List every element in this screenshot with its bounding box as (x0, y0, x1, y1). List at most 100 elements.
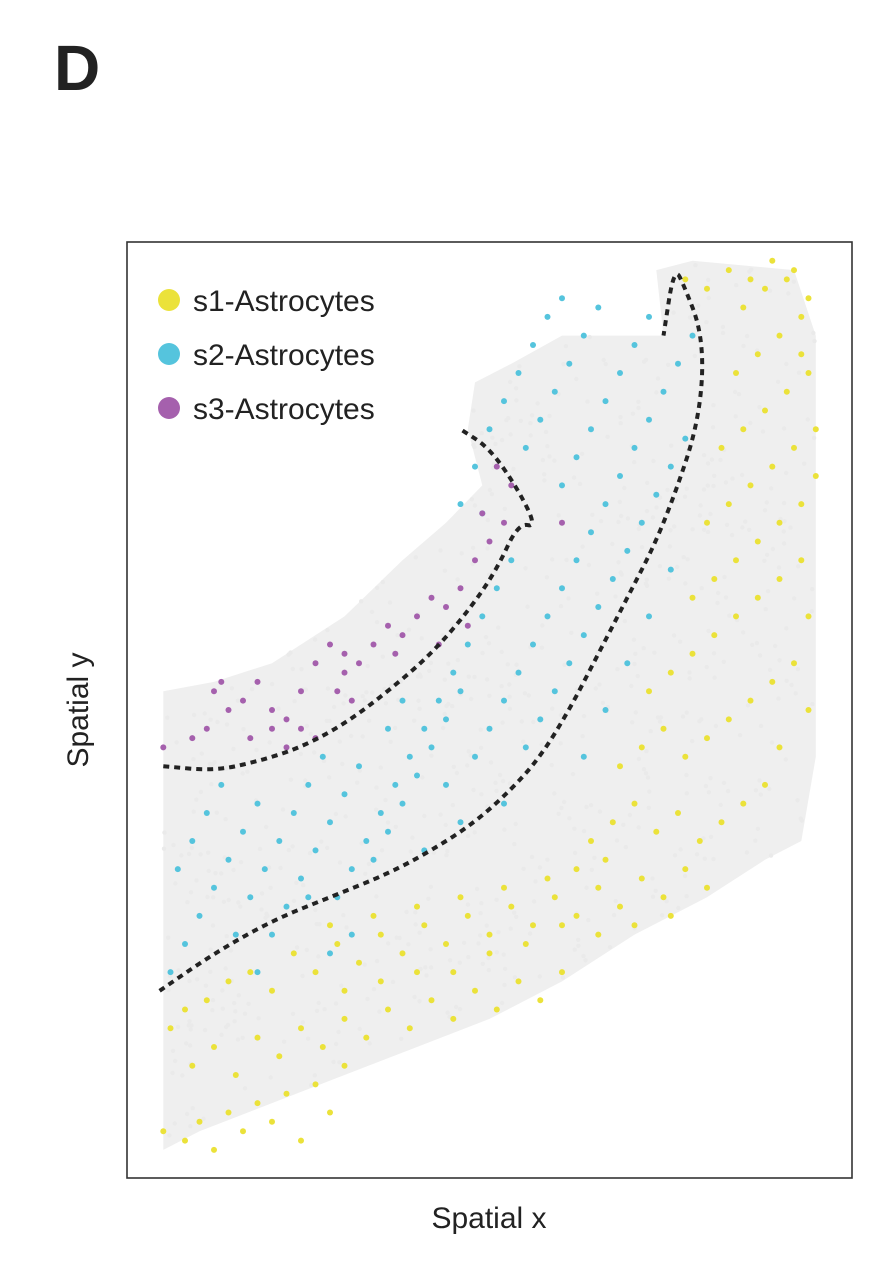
point-s2-astrocytes (443, 716, 449, 723)
background-cell (343, 814, 348, 819)
background-cell (184, 1041, 189, 1046)
legend-label: s1-Astrocytes (193, 285, 375, 318)
background-cell (654, 505, 659, 510)
background-cell (676, 905, 681, 911)
point-s1-astrocytes (501, 884, 507, 891)
background-cell (528, 433, 533, 438)
background-cell (333, 1001, 339, 1006)
background-cell (748, 420, 753, 426)
point-s1-astrocytes (740, 800, 747, 807)
point-s2-astrocytes (646, 313, 652, 320)
background-cell (684, 710, 689, 715)
point-s1-astrocytes (769, 463, 776, 470)
point-s1-astrocytes (450, 969, 457, 976)
point-s3-astrocytes (479, 510, 486, 517)
background-cell (341, 913, 346, 918)
background-cell (809, 609, 814, 614)
background-cell (470, 545, 476, 550)
background-cell (564, 557, 569, 563)
point-s1-astrocytes (406, 1025, 413, 1032)
background-cell (632, 460, 637, 465)
background-cell (622, 485, 627, 491)
background-cell (496, 930, 501, 935)
background-cell (276, 706, 281, 711)
point-s2-astrocytes (174, 866, 181, 873)
background-cell (704, 664, 709, 670)
point-s1-astrocytes (754, 538, 761, 545)
background-cell (540, 457, 546, 463)
background-cell (758, 792, 763, 797)
background-cell (389, 683, 394, 688)
background-cell (734, 283, 739, 288)
legend: s1-Astrocytes s2-Astrocytes s3-Astrocytes (158, 285, 375, 426)
background-cell (485, 518, 490, 523)
background-cell (191, 712, 197, 718)
point-s2-astrocytes (211, 884, 217, 891)
point-s1-astrocytes (682, 276, 689, 283)
point-s2-astrocytes (689, 332, 696, 339)
background-cell (291, 898, 297, 904)
point-s1-astrocytes (711, 632, 718, 639)
background-cell (235, 1037, 241, 1042)
background-cell (461, 940, 467, 945)
background-cell (508, 432, 513, 437)
background-cell (417, 930, 422, 935)
background-cell (810, 701, 815, 707)
background-cell (170, 1070, 175, 1076)
background-cell (792, 596, 797, 601)
point-s2-astrocytes (327, 950, 333, 957)
point-s3-astrocytes (312, 660, 319, 667)
background-cell (514, 914, 519, 919)
background-cell (769, 486, 774, 491)
background-cell (418, 966, 423, 972)
point-s3-astrocytes (298, 688, 304, 695)
background-cell (213, 871, 218, 876)
boundary-line (163, 427, 535, 772)
point-s2-astrocytes (595, 604, 602, 610)
background-cell (307, 851, 313, 856)
background-cell (316, 1000, 321, 1006)
background-cell (586, 562, 591, 568)
background-cells (161, 263, 817, 1138)
background-cell (644, 508, 650, 514)
background-cell (545, 857, 550, 862)
background-cell (406, 942, 411, 947)
point-s2-astrocytes (580, 753, 587, 760)
background-cell (684, 894, 689, 899)
point-s3-astrocytes (508, 482, 515, 489)
point-s1-astrocytes (319, 1044, 326, 1050)
background-cell (508, 379, 513, 385)
background-cell (593, 686, 598, 691)
point-s1-astrocytes (689, 594, 696, 601)
point-s2-astrocytes (443, 781, 449, 788)
background-cell (428, 947, 433, 952)
point-s1-astrocytes (312, 969, 319, 976)
background-cell (316, 954, 321, 959)
background-cell (336, 1029, 341, 1035)
point-s2-astrocytes (501, 697, 507, 704)
background-cell (507, 706, 513, 711)
background-cell (359, 841, 364, 846)
background-cell (552, 791, 557, 796)
background-cell (337, 1060, 342, 1065)
background-cell (313, 907, 318, 913)
point-s2-astrocytes (551, 388, 558, 395)
background-cell (465, 833, 471, 839)
background-cell (699, 586, 704, 591)
background-cell (380, 579, 385, 585)
background-cell (581, 828, 587, 834)
background-cell (561, 362, 566, 367)
point-s3-astrocytes (225, 707, 232, 713)
background-cell (681, 555, 686, 560)
background-cell (744, 850, 750, 855)
background-cell (684, 772, 689, 778)
background-cell (644, 749, 649, 754)
background-cell (709, 457, 715, 462)
background-cell (486, 641, 492, 646)
point-s2-astrocytes (189, 838, 196, 844)
background-cell (580, 734, 585, 739)
background-cell (393, 824, 398, 829)
background-cell (187, 1019, 192, 1024)
background-cell (621, 822, 626, 827)
background-cell (650, 876, 655, 881)
